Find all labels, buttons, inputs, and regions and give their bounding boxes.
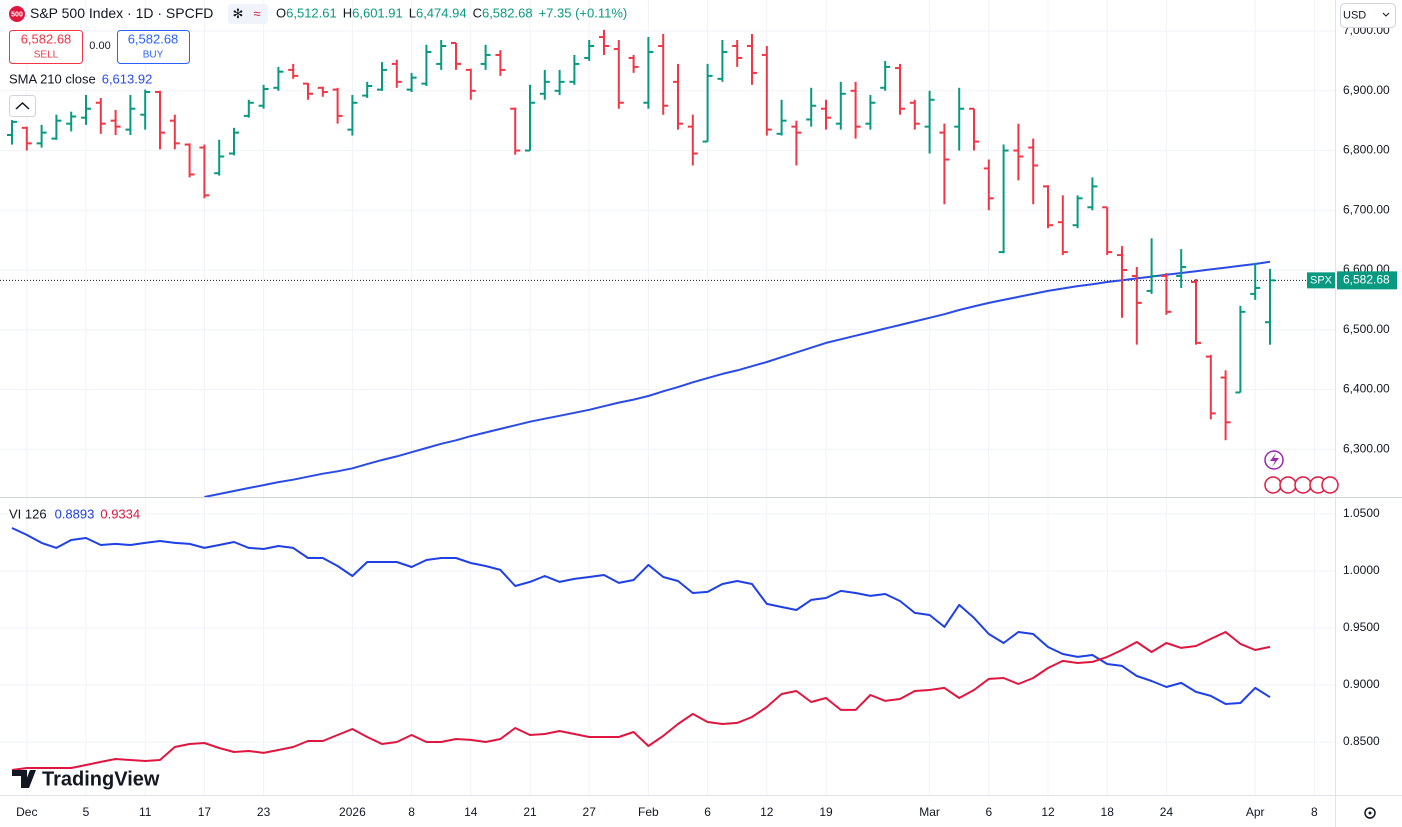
y-tick-label: 0.8500 xyxy=(1343,734,1380,748)
y-tick-label: 1.0500 xyxy=(1343,506,1380,520)
ohlc-value: 6,582.68 xyxy=(482,6,533,21)
y-tick-label: 6,500.00 xyxy=(1343,322,1390,336)
vi-minus-value: 0.9334 xyxy=(100,507,140,522)
price-tag-box xyxy=(1337,271,1397,290)
vi-legend: VI 126 0.8893 0.9334 xyxy=(9,507,140,522)
gear-center xyxy=(1368,811,1372,815)
x-tick-label: 8 xyxy=(1311,805,1318,819)
price-tag-symbol-box xyxy=(1307,272,1335,289)
x-tick-label: 19 xyxy=(819,805,833,819)
vi-title: VI 126 xyxy=(9,507,47,522)
y-tick-label: 0.9500 xyxy=(1343,620,1380,634)
buy-price: 6,582.68 xyxy=(128,31,179,46)
collapse-arrow xyxy=(15,101,30,110)
x-tick-label: 23 xyxy=(257,805,271,819)
brand-name: TradingView xyxy=(42,768,160,790)
ohlc-label: H xyxy=(343,6,352,21)
x-tick-label: 5 xyxy=(83,805,90,819)
sell-label: SELL xyxy=(34,50,59,61)
x-tick-label: 12 xyxy=(760,805,774,819)
x-tick-label: 8 xyxy=(408,805,415,819)
status-icons[interactable] xyxy=(228,4,268,24)
brand-mark xyxy=(12,770,36,788)
x-tick-label: 2026 xyxy=(339,805,366,819)
sma-value: 6,613.92 xyxy=(102,72,153,87)
series-line xyxy=(11,631,1271,771)
y-tick-label: 6,700.00 xyxy=(1343,202,1390,216)
symbol-title[interactable]: S&P 500 Index · 1D · SPCFD xyxy=(30,5,213,21)
settings-button[interactable] xyxy=(1364,807,1376,819)
x-tick-label: Mar xyxy=(919,805,940,819)
y-tick-label: 0.9000 xyxy=(1343,677,1380,691)
x-tick-label: Dec xyxy=(16,805,37,819)
collapse-legend-button[interactable] xyxy=(9,95,36,117)
buy-button[interactable] xyxy=(117,30,190,64)
y-tick-label: 6,300.00 xyxy=(1343,441,1390,455)
ohlc-label: O xyxy=(276,6,286,21)
y-tick-label: 6,900.00 xyxy=(1343,83,1390,97)
x-tick-label: Apr xyxy=(1246,805,1265,819)
ohlc-values: O6,512.61 H6,601.91 L6,474.94 C6,582.68 +7.3… xyxy=(276,6,627,21)
x-tick-label: 11 xyxy=(139,805,152,819)
flag-icon xyxy=(1279,476,1297,494)
x-tick-label: 6 xyxy=(704,805,711,819)
ohlc-value: 6,512.61 xyxy=(286,6,337,21)
sell-button[interactable] xyxy=(9,30,83,64)
y-tick-label: 6,400.00 xyxy=(1343,382,1390,396)
ohlc-label: C xyxy=(473,6,482,21)
event-bolt xyxy=(1270,453,1279,467)
economic-events[interactable] xyxy=(1264,476,1339,494)
labels: Dec 5 11 17 23 2026 8 14 21 27 Feb 6 12 19 Mar 6 12 18 24 A… xyxy=(16,23,1397,819)
vi-pane xyxy=(11,527,1271,771)
sma-legend: SMA 210 close 6,613.92 xyxy=(9,72,152,87)
ohlc-label: L xyxy=(409,6,416,21)
currency-button[interactable] xyxy=(1340,3,1396,28)
y-tick-label: 6,800.00 xyxy=(1343,143,1390,157)
x-tick-label: 17 xyxy=(198,805,212,819)
x-tick-label: 6 xyxy=(985,805,992,819)
series-line xyxy=(204,260,1271,497)
flag-icon xyxy=(1294,476,1312,494)
y-tick-label: 1.0000 xyxy=(1343,563,1380,577)
sma-name: SMA 210 close xyxy=(9,72,96,87)
price-tag-symbol: SPX xyxy=(1310,274,1333,286)
brand-logo[interactable]: TradingView xyxy=(12,768,160,790)
x-tick-label: 21 xyxy=(523,805,537,819)
x-tick-label: 27 xyxy=(583,805,597,819)
buy-label: BUY xyxy=(143,50,164,61)
delayed-icon: ≈ xyxy=(253,6,260,21)
spread: 0.00 xyxy=(89,40,110,52)
x-tick-label: 14 xyxy=(464,805,478,819)
symbol-logo[interactable] xyxy=(9,6,25,22)
ohlc-value: 6,474.94 xyxy=(416,6,467,21)
market-closed-icon: ✻ xyxy=(233,6,244,21)
flag-icon xyxy=(1264,476,1282,494)
price-pane xyxy=(7,29,1275,497)
price-tag-value: 6,582.68 xyxy=(1343,273,1390,287)
sell-price: 6,582.68 xyxy=(21,31,72,46)
flag-icon xyxy=(1321,476,1339,494)
x-tick-label: 12 xyxy=(1041,805,1055,819)
x-tick-label: Feb xyxy=(638,805,659,819)
x-tick-label: 18 xyxy=(1101,805,1115,819)
gear-icon xyxy=(1364,807,1376,819)
vi-plus-value: 0.8893 xyxy=(55,507,95,522)
x-tick-label: 24 xyxy=(1160,805,1174,819)
currency: USD xyxy=(1343,9,1366,21)
currency-caret xyxy=(1382,12,1390,17)
ohlc-value: 6,601.91 xyxy=(352,6,403,21)
change-value: +7.35 (+0.11%) xyxy=(539,6,628,21)
symbol-logo-text: 500 xyxy=(11,11,23,18)
series-line xyxy=(11,527,1271,705)
